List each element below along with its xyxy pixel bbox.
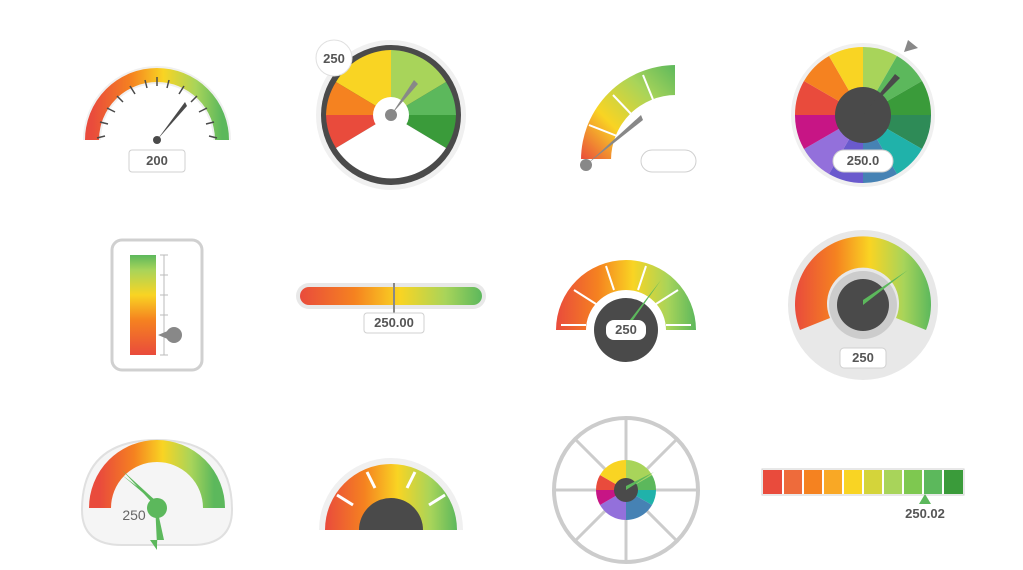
- gauge-semicircle-ticks: 200: [50, 30, 264, 200]
- gauge-semicircle-hub: 250: [519, 220, 733, 390]
- gauge-value: 250: [615, 322, 637, 337]
- gauge-dashboard-oval: 250: [50, 410, 264, 570]
- gauge-semicircle-solid: [284, 410, 498, 570]
- gauge-full-circle-shaded: 250: [753, 220, 973, 390]
- gauge-value: 250: [122, 507, 146, 523]
- gauge-color-wheel: 250.0: [753, 30, 973, 200]
- gauge-value: 250: [852, 350, 874, 365]
- gauge-vertical-bar: [50, 220, 264, 390]
- gauge-value: 200: [146, 153, 168, 168]
- gauge-value: 250.00: [375, 315, 415, 330]
- gauge-value: 250: [324, 51, 346, 66]
- gauge-quarter-arc: [519, 30, 733, 200]
- gauge-value: 250.02: [905, 506, 945, 521]
- gauge-spoked-wheel: [519, 410, 733, 570]
- gauge-horizontal-bar: 250.00: [284, 220, 498, 390]
- gauge-full-circle-pie: 250: [284, 30, 498, 200]
- gauge-horizontal-segments: 250.02: [753, 410, 973, 570]
- gauge-value: 250.0: [847, 153, 880, 168]
